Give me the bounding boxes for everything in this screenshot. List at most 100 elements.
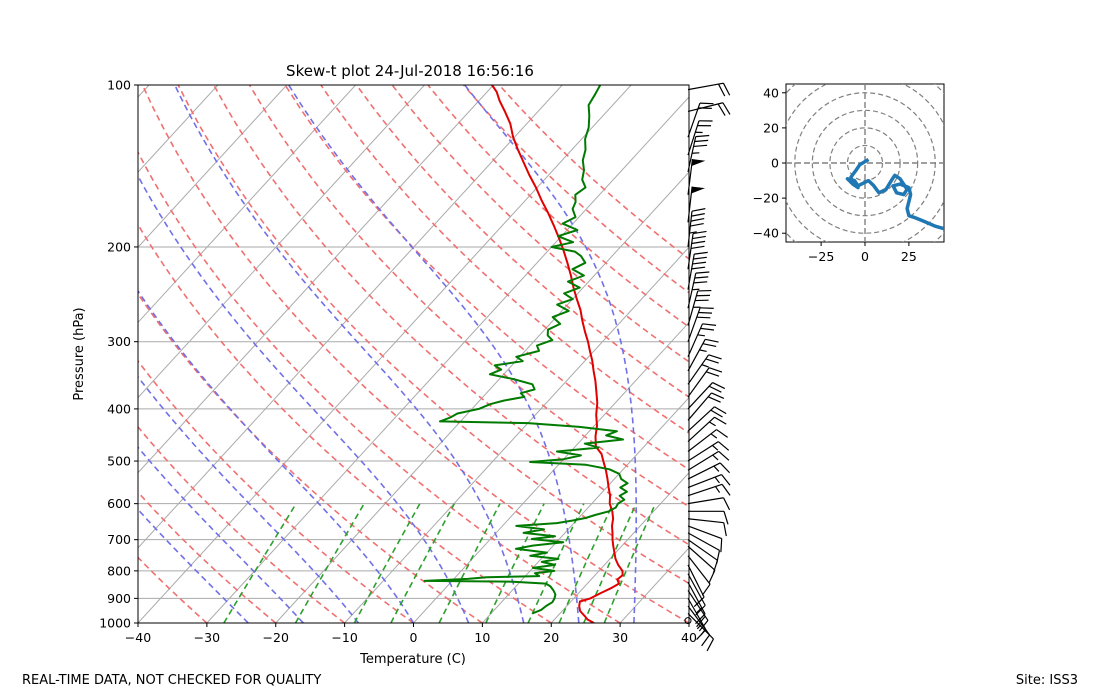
dry-adiabat bbox=[138, 359, 414, 623]
wind-barb bbox=[687, 251, 708, 290]
hodo-y-tick-label: −20 bbox=[753, 191, 779, 206]
wind-barb bbox=[687, 416, 727, 443]
x-tick-label: −40 bbox=[125, 630, 151, 645]
x-tick-label: 0 bbox=[410, 630, 418, 645]
y-tick-label: 300 bbox=[107, 334, 131, 349]
mixing-ratio-line bbox=[527, 503, 585, 623]
dry-adiabat bbox=[391, 85, 689, 363]
moist-adiabat bbox=[464, 85, 638, 623]
hodo-x-tick-label: 0 bbox=[861, 249, 869, 264]
isotherm-line bbox=[206, 96, 689, 623]
wind-barb bbox=[687, 208, 706, 248]
temperature-profile bbox=[491, 85, 624, 623]
y-tick-label: 500 bbox=[107, 454, 131, 469]
dry-adiabat bbox=[213, 85, 689, 546]
moist-adiabat bbox=[138, 446, 304, 623]
isotherm-line bbox=[138, 85, 494, 474]
wind-barb bbox=[687, 271, 710, 309]
moist-adiabat bbox=[174, 85, 525, 623]
y-tick-label: 700 bbox=[107, 532, 131, 547]
wind-barb bbox=[687, 545, 716, 583]
x-tick-label: 10 bbox=[474, 630, 490, 645]
y-tick-label: 800 bbox=[107, 563, 131, 578]
wind-barb bbox=[687, 450, 730, 471]
x-tick-label: −10 bbox=[331, 630, 357, 645]
dry-adiabat bbox=[138, 556, 208, 623]
x-tick-label: 20 bbox=[543, 630, 559, 645]
dry-adiabat bbox=[427, 85, 689, 329]
wind-barb bbox=[687, 354, 722, 385]
site-label: Site: ISS3 bbox=[1015, 673, 1078, 688]
isotherm-line bbox=[550, 471, 689, 623]
mixing-ratio-line bbox=[223, 503, 297, 623]
hodo-y-tick-label: 20 bbox=[763, 120, 779, 135]
dry-adiabat bbox=[320, 85, 689, 434]
x-tick-label: 30 bbox=[612, 630, 628, 645]
wind-barb bbox=[687, 555, 711, 596]
wind-barb bbox=[687, 159, 706, 195]
dry-adiabat bbox=[138, 150, 621, 623]
wind-barb bbox=[687, 564, 705, 607]
x-tick-label: 40 bbox=[681, 630, 697, 645]
hodo-x-tick-label: 25 bbox=[901, 249, 917, 264]
isotherm-line bbox=[138, 85, 288, 249]
wind-barb bbox=[687, 230, 707, 270]
dry-adiabat bbox=[177, 85, 689, 585]
dry-adiabat bbox=[138, 223, 552, 623]
wind-barb bbox=[687, 307, 714, 342]
dry-adiabat bbox=[355, 85, 689, 399]
wind-barb bbox=[687, 474, 731, 489]
dewpoint-profile bbox=[423, 85, 629, 615]
profiles bbox=[423, 85, 629, 623]
hodograph-trace bbox=[845, 158, 944, 231]
isotherm-line bbox=[138, 85, 357, 324]
moist-adiabat bbox=[138, 289, 415, 623]
wind-barb bbox=[687, 367, 723, 398]
y-tick-label: 200 bbox=[107, 239, 131, 254]
isotherm-line bbox=[0, 85, 80, 623]
wind-barb bbox=[687, 590, 709, 632]
wind-barb bbox=[687, 525, 723, 553]
moist-adiabat bbox=[138, 375, 360, 623]
wind-barb bbox=[687, 441, 730, 462]
wind-barb bbox=[688, 510, 729, 525]
wind-barb bbox=[687, 532, 721, 564]
wind-barb bbox=[687, 462, 731, 480]
isotherm-line bbox=[138, 85, 632, 623]
y-axis-label: Pressure (hPa) bbox=[72, 307, 87, 400]
wind-barb bbox=[687, 392, 725, 421]
wind-barb bbox=[687, 406, 727, 432]
mixing-ratio-line bbox=[485, 503, 545, 623]
wind-barb bbox=[687, 102, 731, 116]
wind-barb bbox=[687, 323, 717, 358]
hodograph: −25 0 25 40 20 0 −20 −40 bbox=[753, 83, 945, 264]
wind-barb bbox=[687, 518, 727, 537]
wind-barb bbox=[687, 338, 719, 372]
dry-adiabat bbox=[141, 85, 689, 623]
x-tick-label: −30 bbox=[194, 630, 220, 645]
isotherm-line bbox=[138, 85, 563, 549]
y-tick-label: 400 bbox=[107, 401, 131, 416]
y-tick-label: 100 bbox=[107, 78, 131, 93]
wind-barb bbox=[687, 134, 710, 172]
wind-barb bbox=[687, 289, 712, 326]
wind-barb bbox=[687, 120, 713, 156]
x-tick-label: −20 bbox=[263, 630, 289, 645]
mixing-ratio-line bbox=[558, 503, 614, 623]
hodo-y-tick-label: 40 bbox=[763, 85, 779, 100]
plot-frame bbox=[137, 84, 690, 624]
isotherm-line bbox=[138, 85, 425, 399]
wind-barb bbox=[687, 82, 731, 97]
wind-barb bbox=[687, 483, 731, 497]
axis-ticks: −40 −30 −20 −10 0 10 20 30 40 100 200 300 400 500 600 7… bbox=[99, 78, 697, 646]
moist-adiabat bbox=[288, 85, 580, 623]
mixing-ratio-line bbox=[353, 503, 421, 623]
wind-barbs bbox=[684, 82, 731, 652]
background-lines bbox=[0, 85, 689, 623]
y-tick-label: 600 bbox=[107, 496, 131, 511]
wind-barb bbox=[687, 382, 726, 410]
hodo-y-tick-label: 0 bbox=[771, 156, 779, 171]
y-tick-label: 900 bbox=[107, 591, 131, 606]
quality-disclaimer: REAL-TIME DATA, NOT CHECKED FOR QUALITY bbox=[22, 673, 322, 688]
